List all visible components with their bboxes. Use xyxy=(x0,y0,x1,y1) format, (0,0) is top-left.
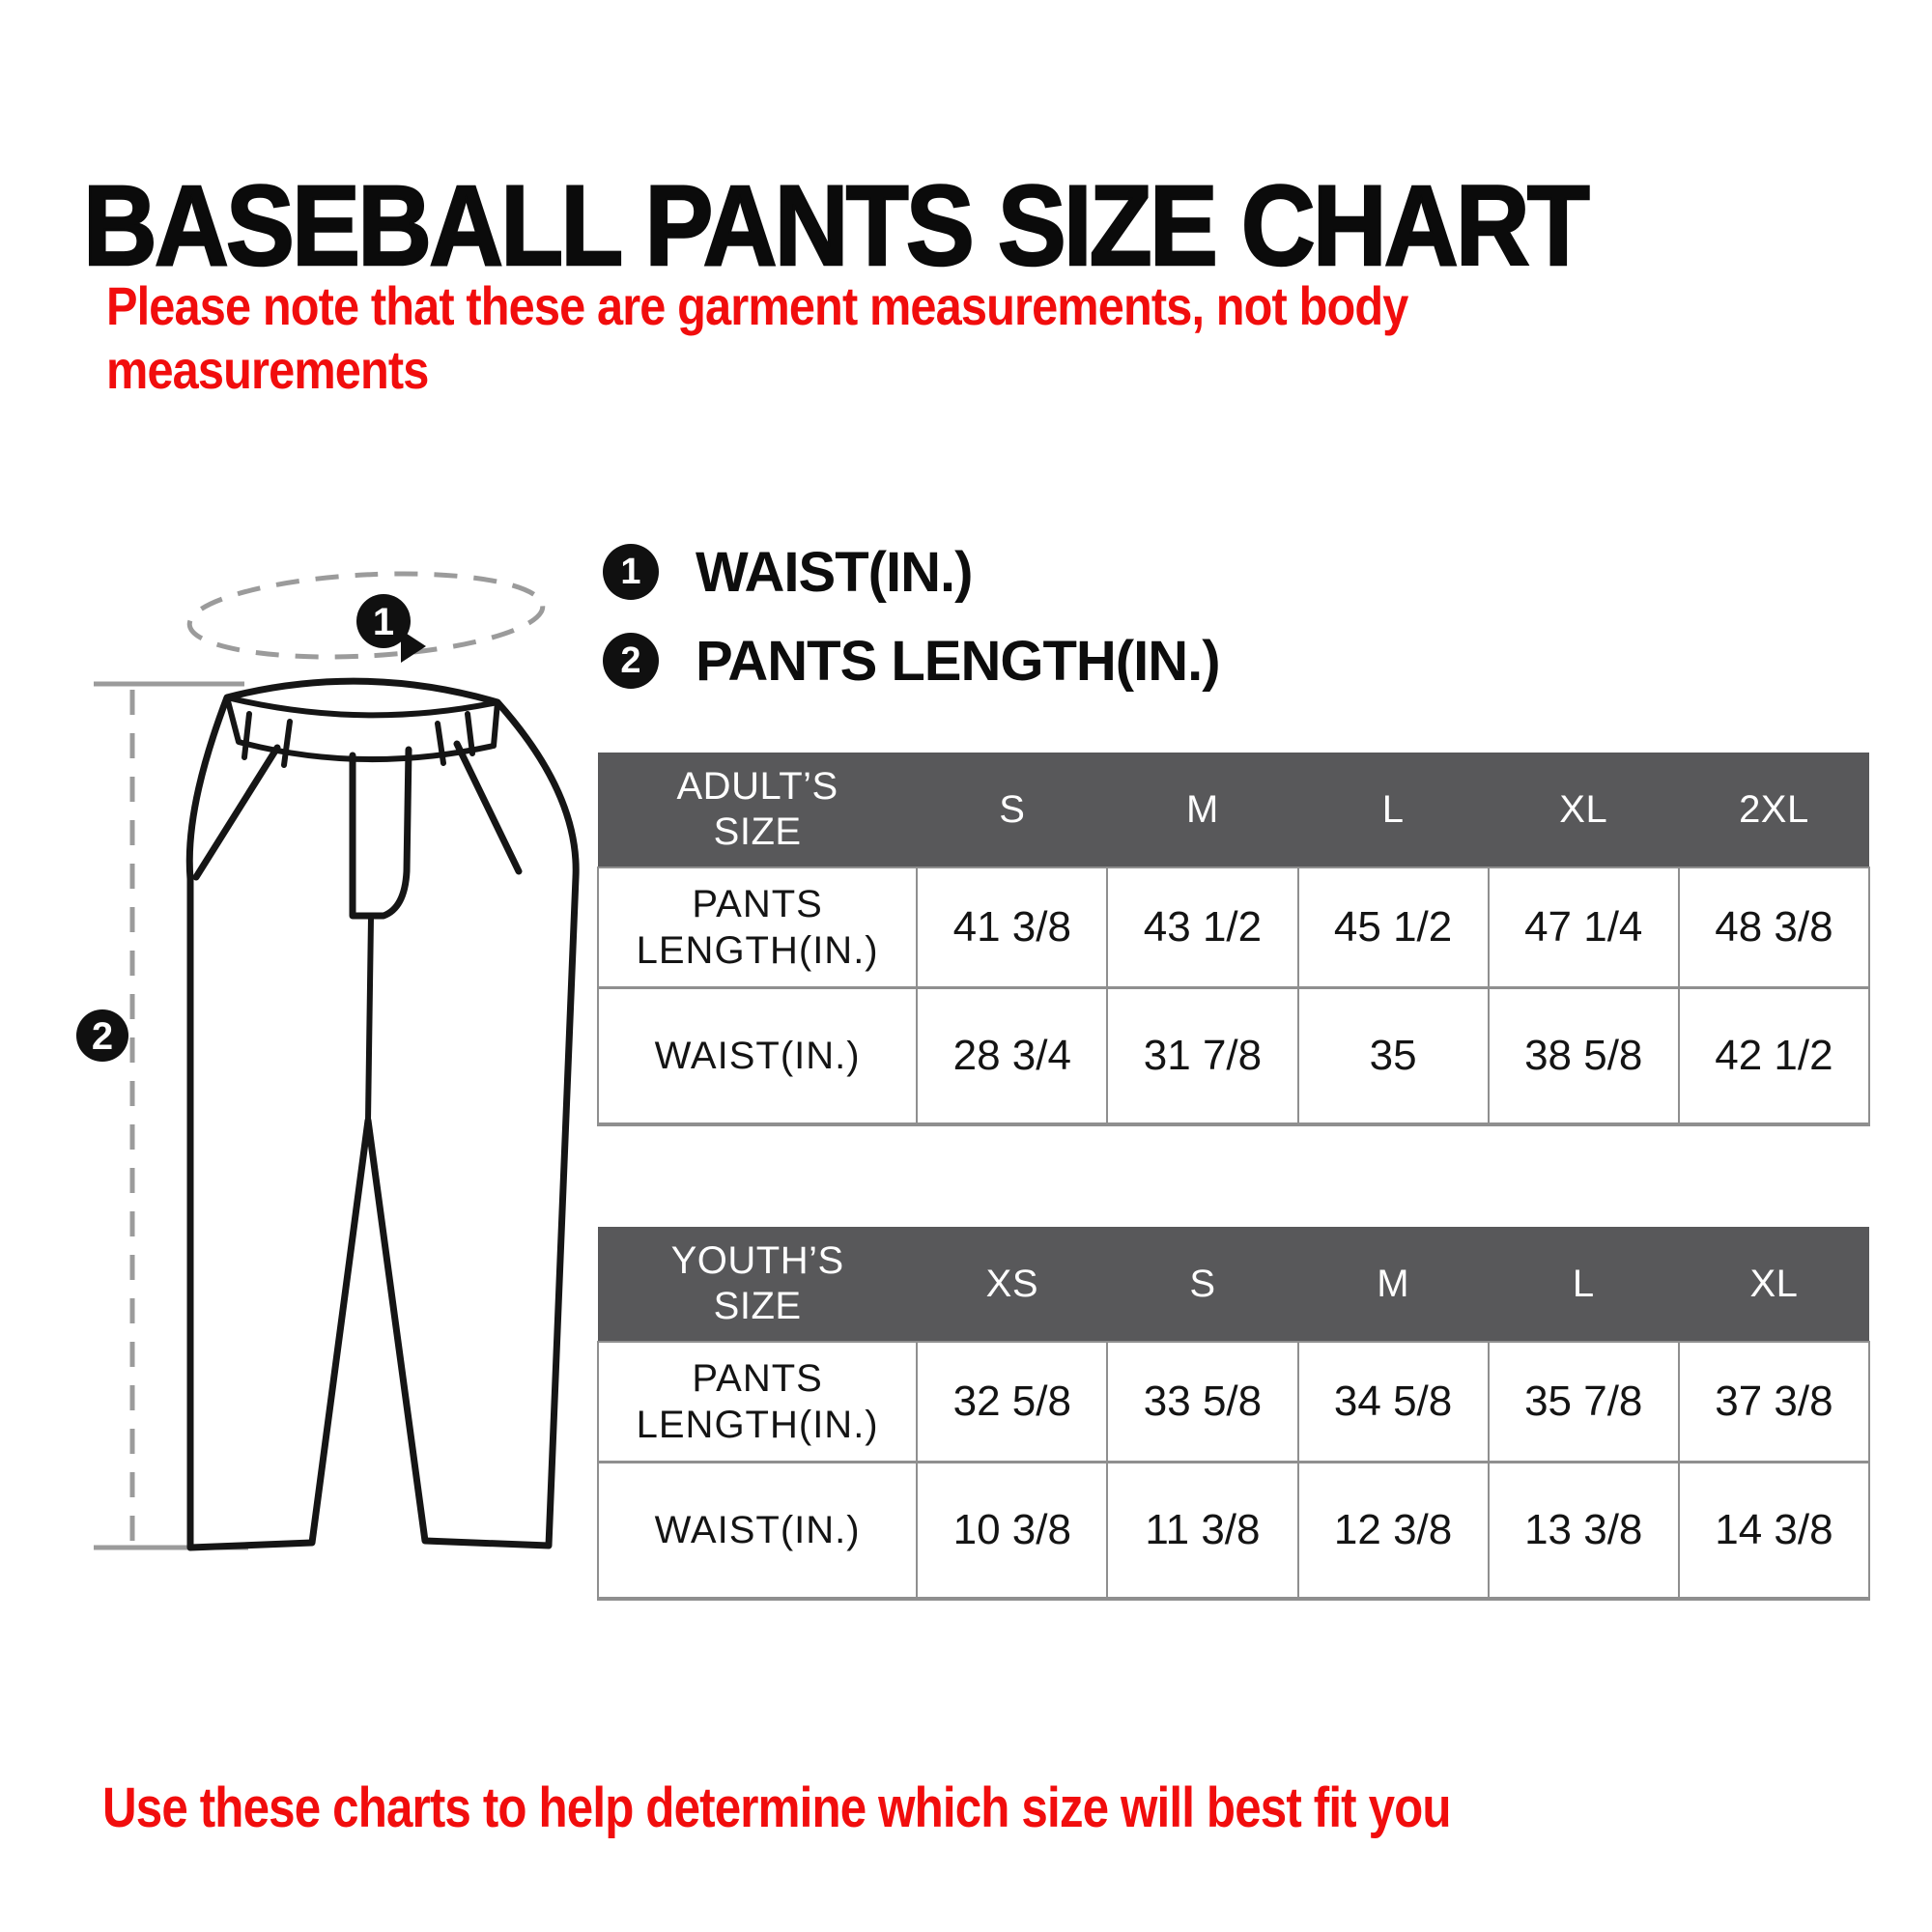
waistband-opening xyxy=(224,695,500,719)
youth-size-table: YOUTH’S SIZE XS S M L XL PANTS LENGTH(IN… xyxy=(596,1227,1871,1601)
note-line-1: Please note that these are garment measu… xyxy=(106,275,1408,336)
adult-pants-length-l: 45 1/2 xyxy=(1296,867,1490,989)
note-line-2: measurements xyxy=(106,339,429,400)
legend-item-waist: 1 WAIST(IN.) xyxy=(603,540,1220,604)
youth-table-header-row: YOUTH’S SIZE XS S M L XL xyxy=(598,1227,1869,1342)
adult-pants-length-xl: 47 1/4 xyxy=(1487,867,1680,989)
adult-waist-s: 28 3/4 xyxy=(916,986,1109,1126)
length-marker-number: 2 xyxy=(92,1015,113,1058)
youth-col-l: L xyxy=(1488,1227,1679,1342)
youth-waist-xl: 14 3/8 xyxy=(1677,1461,1871,1601)
waist-marker-icon xyxy=(356,594,411,648)
youth-col-xl: XL xyxy=(1678,1227,1869,1342)
page-title: BASEBALL PANTS SIZE CHART xyxy=(82,162,1591,291)
length-legend-label: PANTS LENGTH(IN.) xyxy=(696,629,1221,693)
youth-pants-length-label: PANTS LENGTH(IN.) xyxy=(596,1341,919,1463)
youth-waist-label: WAIST(IN.) xyxy=(596,1461,919,1601)
adult-waist-m: 31 7/8 xyxy=(1106,986,1299,1126)
adult-col-2xl: 2XL xyxy=(1678,753,1869,867)
center-seam xyxy=(365,915,374,1123)
youth-pants-length-l: 35 7/8 xyxy=(1487,1341,1680,1463)
adult-col-s: S xyxy=(917,753,1108,867)
adult-col-xl: XL xyxy=(1488,753,1679,867)
fly-placket xyxy=(349,746,412,920)
waist-marker-number: 1 xyxy=(373,601,394,643)
adult-waist-label: WAIST(IN.) xyxy=(596,986,919,1126)
measurement-legend: 1 WAIST(IN.) 2 PANTS LENGTH(IN.) xyxy=(603,540,1221,719)
youth-waist-xs: 10 3/8 xyxy=(916,1461,1109,1601)
legend-item-length: 2 PANTS LENGTH(IN.) xyxy=(603,629,1221,693)
length-legend-marker-icon: 2 xyxy=(603,633,659,689)
pants-measurement-diagram: 1 2 xyxy=(76,571,580,1551)
adult-table-header-row: ADULT’S SIZE S M L XL 2XL xyxy=(598,753,1869,867)
waist-measure-ellipse xyxy=(186,571,546,660)
footer-note: Use these charts to help determine which… xyxy=(102,1776,1452,1839)
youth-pants-length-row: PANTS LENGTH(IN.) 32 5/8 33 5/8 34 5/8 3… xyxy=(596,1341,1871,1463)
adult-pants-length-label: PANTS LENGTH(IN.) xyxy=(596,867,919,989)
pants-outline xyxy=(185,677,580,1551)
adult-waist-2xl: 42 1/2 xyxy=(1677,986,1871,1126)
youth-col-m: M xyxy=(1297,1227,1489,1342)
length-marker-icon xyxy=(76,1009,128,1062)
adult-size-header: ADULT’S SIZE xyxy=(598,753,918,867)
youth-pants-length-xl: 37 3/8 xyxy=(1677,1341,1871,1463)
adult-pants-length-2xl: 48 3/8 xyxy=(1677,867,1871,989)
adult-pants-length-row: PANTS LENGTH(IN.) 41 3/8 43 1/2 45 1/2 4… xyxy=(596,867,1871,989)
youth-col-xs: XS xyxy=(917,1227,1108,1342)
youth-size-header: YOUTH’S SIZE xyxy=(598,1227,918,1342)
adult-waist-xl: 38 5/8 xyxy=(1487,986,1680,1126)
adult-pants-length-m: 43 1/2 xyxy=(1106,867,1299,989)
youth-waist-m: 12 3/8 xyxy=(1296,1461,1490,1601)
adult-col-l: L xyxy=(1297,753,1489,867)
waist-legend-label: WAIST(IN.) xyxy=(696,540,973,604)
waist-legend-marker-icon: 1 xyxy=(603,544,659,600)
belt-loop-lines xyxy=(242,711,475,768)
waist-arrow-icon xyxy=(401,630,426,663)
youth-waist-s: 11 3/8 xyxy=(1106,1461,1299,1601)
garment-measurement-note: Please note that these are garment measu… xyxy=(106,274,1408,402)
adult-col-m: M xyxy=(1107,753,1298,867)
adult-waist-row: WAIST(IN.) 28 3/4 31 7/8 35 38 5/8 42 1/… xyxy=(596,986,1871,1126)
adult-pants-length-s: 41 3/8 xyxy=(916,867,1109,989)
youth-waist-row: WAIST(IN.) 10 3/8 11 3/8 12 3/8 13 3/8 1… xyxy=(596,1461,1871,1601)
left-pocket-line xyxy=(192,744,281,881)
adult-waist-l: 35 xyxy=(1296,986,1490,1126)
youth-pants-length-s: 33 5/8 xyxy=(1106,1341,1299,1463)
youth-col-s: S xyxy=(1107,1227,1298,1342)
adult-size-table: ADULT’S SIZE S M L XL 2XL PANTS LENGTH(I… xyxy=(596,753,1871,1126)
right-pocket-line xyxy=(453,740,523,875)
youth-pants-length-m: 34 5/8 xyxy=(1296,1341,1490,1463)
youth-pants-length-xs: 32 5/8 xyxy=(916,1341,1109,1463)
youth-waist-l: 13 3/8 xyxy=(1487,1461,1680,1601)
